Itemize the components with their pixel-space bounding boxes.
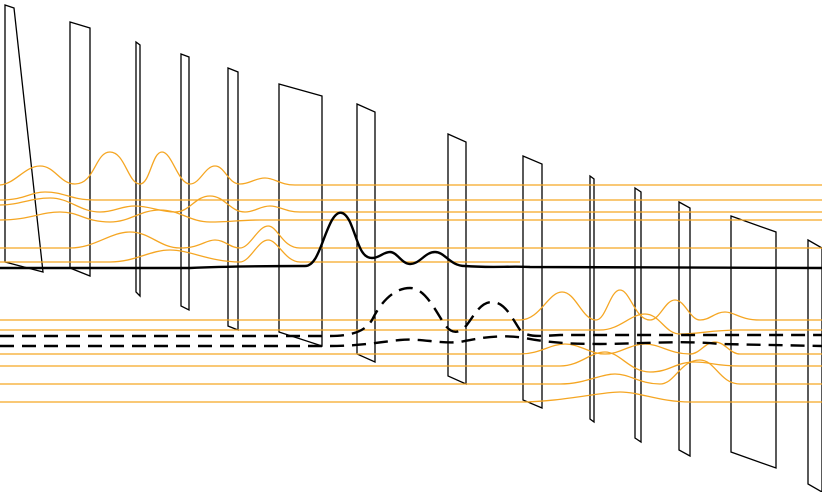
dashed-mode-line — [0, 286, 822, 338]
barrier-wall — [447, 132, 467, 386]
orange-mode-line — [0, 191, 822, 201]
barrier-wall — [730, 215, 777, 469]
barrier-wall — [356, 102, 376, 364]
orange-mode-line — [0, 359, 822, 385]
orange-mode-line — [0, 151, 822, 186]
orange-mode-line — [0, 289, 822, 321]
orange-mode-line — [0, 225, 822, 249]
barrier-wall — [135, 40, 141, 298]
barrier-wall — [4, 4, 44, 273]
barrier-wall — [180, 53, 190, 312]
barrier-wall — [678, 200, 691, 458]
orange-mode-line — [0, 341, 822, 355]
barrier-wall — [589, 174, 595, 424]
orange-mode-line — [0, 209, 822, 223]
primary-mode-line — [0, 211, 822, 270]
dashed-mode-line — [0, 335, 822, 348]
orange-mode-line — [0, 239, 520, 263]
orange-mode-group-right — [0, 289, 822, 403]
orange-mode-line — [0, 195, 822, 213]
barrier-wall — [807, 238, 822, 492]
barrier-wall — [634, 186, 642, 444]
barrier-wall — [69, 21, 91, 277]
orange-mode-line — [0, 391, 822, 403]
barrier-wall — [278, 83, 323, 347]
orange-mode-line — [0, 351, 822, 373]
barrier-wall — [522, 155, 543, 409]
orange-mode-group-left — [0, 151, 822, 263]
orange-mode-line — [0, 313, 822, 335]
barrier-wall — [227, 67, 239, 331]
